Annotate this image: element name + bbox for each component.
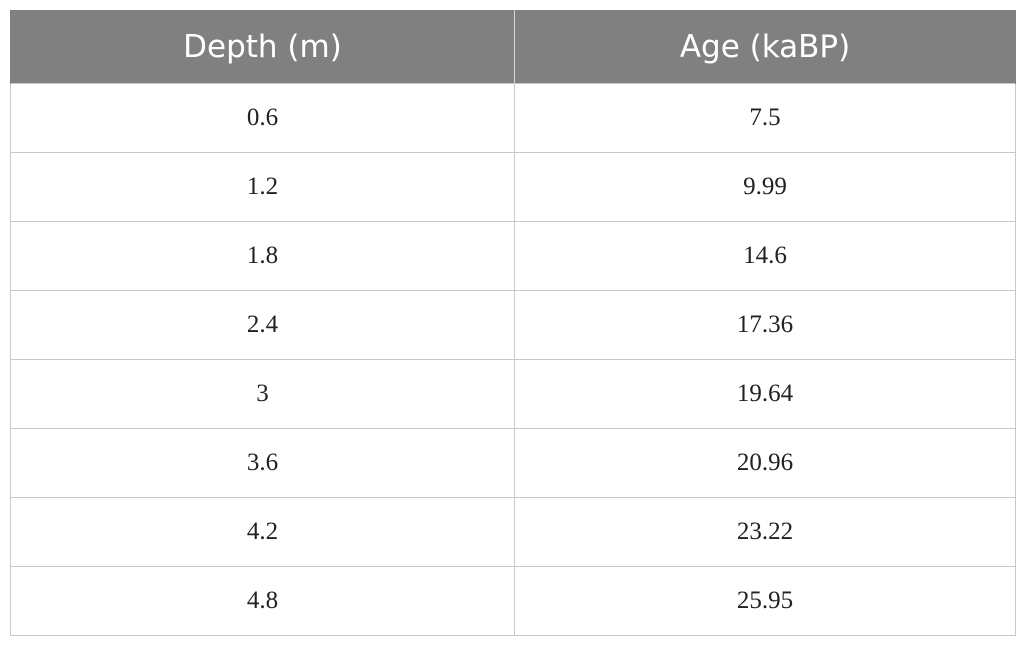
table-row: 1.8 14.6 <box>10 221 1016 291</box>
data-table-container: Depth (m) Age (kaBP) 0.6 7.5 1.2 9.99 1.… <box>10 10 1016 636</box>
table-row: 1.2 9.99 <box>10 152 1016 222</box>
cell-depth: 3 <box>10 359 515 429</box>
cell-age: 19.64 <box>514 359 1016 429</box>
cell-depth: 3.6 <box>10 428 515 498</box>
table-row: 4.8 25.95 <box>10 566 1016 636</box>
table-row: 4.2 23.22 <box>10 497 1016 567</box>
table-row: 3 19.64 <box>10 359 1016 429</box>
table-row: 0.6 7.5 <box>10 83 1016 153</box>
depth-age-table: Depth (m) Age (kaBP) 0.6 7.5 1.2 9.99 1.… <box>10 10 1016 636</box>
cell-depth: 0.6 <box>10 83 515 153</box>
cell-age: 9.99 <box>514 152 1016 222</box>
cell-age: 20.96 <box>514 428 1016 498</box>
table-row: 3.6 20.96 <box>10 428 1016 498</box>
cell-depth: 1.8 <box>10 221 515 291</box>
cell-depth: 1.2 <box>10 152 515 222</box>
header-depth: Depth (m) <box>10 10 515 84</box>
table-row: 2.4 17.36 <box>10 290 1016 360</box>
cell-depth: 4.2 <box>10 497 515 567</box>
header-age: Age (kaBP) <box>514 10 1016 84</box>
cell-age: 25.95 <box>514 566 1016 636</box>
cell-age: 14.6 <box>514 221 1016 291</box>
cell-age: 7.5 <box>514 83 1016 153</box>
cell-age: 23.22 <box>514 497 1016 567</box>
table-header-row: Depth (m) Age (kaBP) <box>10 10 1016 84</box>
cell-depth: 4.8 <box>10 566 515 636</box>
cell-depth: 2.4 <box>10 290 515 360</box>
cell-age: 17.36 <box>514 290 1016 360</box>
